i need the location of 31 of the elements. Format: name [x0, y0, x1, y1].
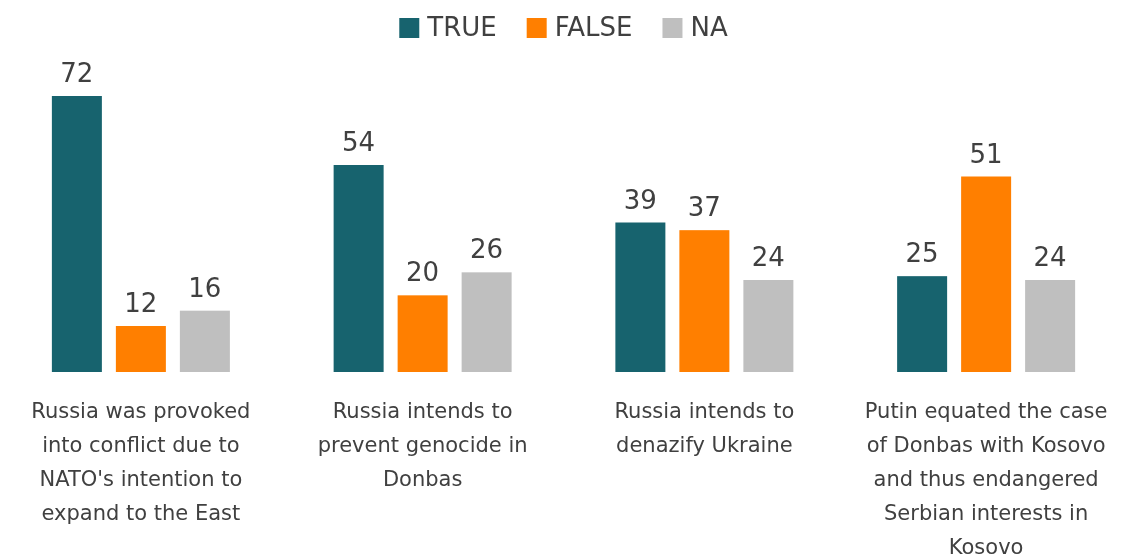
x-tick-label: Russia intends to prevent genocide in Donbas — [317, 399, 528, 491]
bar — [179, 310, 230, 372]
bar — [961, 176, 1012, 372]
data-label: 37 — [687, 192, 721, 223]
data-label: 25 — [905, 238, 939, 269]
data-label: 54 — [342, 127, 376, 157]
legend-label: NA — [690, 12, 728, 42]
data-label: 39 — [623, 184, 657, 215]
bar — [461, 272, 512, 372]
bar — [897, 276, 948, 372]
bar — [615, 222, 666, 372]
bar — [1025, 280, 1076, 372]
data-label: 12 — [124, 288, 158, 318]
bar — [679, 230, 730, 372]
data-label: 16 — [188, 272, 222, 303]
bar — [397, 295, 448, 372]
x-tick-label: Russia was provoked into conflict due to NATO's intention to expand to the East — [31, 399, 251, 525]
data-label: 26 — [470, 234, 504, 265]
data-label: 24 — [1033, 242, 1067, 272]
legend-label: TRUE — [426, 12, 497, 42]
legend-label: FALSE — [554, 12, 633, 42]
bar — [51, 96, 102, 372]
data-label: 20 — [406, 257, 440, 288]
data-label: 72 — [60, 58, 94, 88]
bar — [115, 326, 166, 372]
data-label: 51 — [969, 138, 1003, 169]
bar — [333, 165, 384, 372]
bar — [743, 280, 794, 372]
x-tick-label: Putin equated the case of Donbas with Kosovo and thus endangered Serbian interests in Kosovo — [864, 399, 1108, 559]
data-label: 24 — [751, 242, 785, 272]
x-tick-label: Russia intends to denazify Ukraine — [614, 399, 795, 457]
